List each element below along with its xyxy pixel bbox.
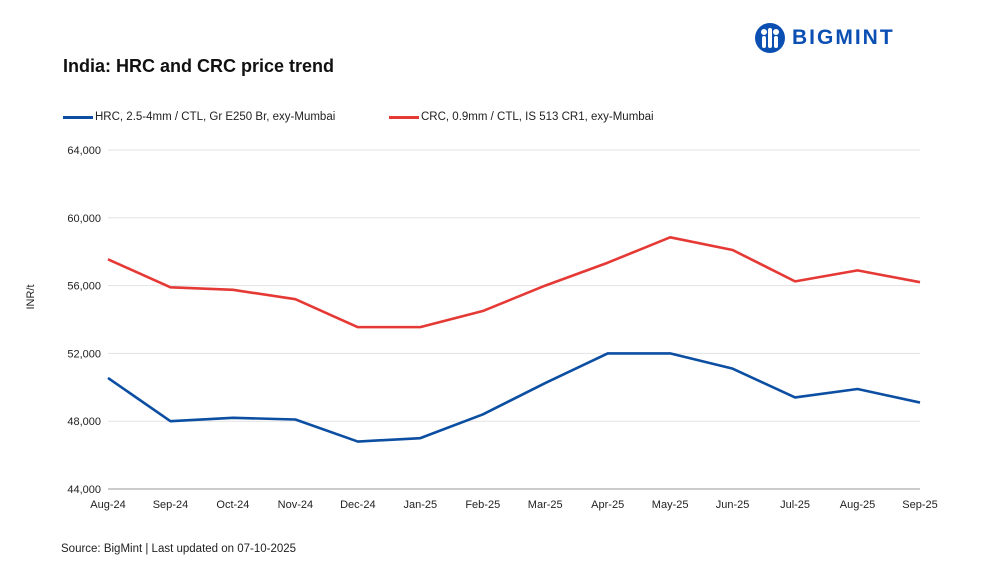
y-tick-label: 52,000 — [67, 348, 101, 360]
x-tick-label: Sep-24 — [153, 499, 188, 511]
y-tick-label: 48,000 — [67, 416, 101, 428]
x-tick-label: Feb-25 — [465, 499, 500, 511]
legend-swatch-crc — [389, 115, 419, 119]
legend-label-crc: CRC, 0.9mm / CTL, IS 513 CR1, exy-Mumbai — [421, 111, 654, 123]
x-tick-label: Oct-24 — [216, 499, 249, 511]
series-line-hrc — [107, 352, 921, 443]
chart-title: India: HRC and CRC price trend — [63, 56, 335, 76]
source-note: Source: BigMint | Last updated on 07-10-… — [61, 543, 297, 555]
x-tick-label: Jun-25 — [716, 499, 750, 511]
x-tick-label: Dec-24 — [340, 499, 375, 511]
legend-item-crc: CRC, 0.9mm / CTL, IS 513 CR1, exy-Mumbai — [389, 111, 654, 123]
x-tick-label: Sep-25 — [902, 499, 937, 511]
y-tick-label: 44,000 — [67, 484, 101, 496]
bigmint-logo-icon — [755, 23, 785, 53]
legend-item-hrc: HRC, 2.5-4mm / CTL, Gr E250 Br, exy-Mumb… — [63, 111, 335, 123]
x-tick-label: Jan-25 — [403, 499, 437, 511]
series-line-crc — [107, 235, 921, 329]
legend-swatch-hrc — [63, 115, 93, 119]
bigmint-logo-text: BIGMINT — [792, 26, 895, 49]
bigmint-logo: BIGMINT — [754, 22, 895, 54]
y-axis-label: INR/t — [25, 284, 37, 309]
y-tick-label: 56,000 — [67, 281, 101, 293]
x-tick-label: Jul-25 — [780, 499, 810, 511]
x-tick-label: Mar-25 — [528, 499, 563, 511]
x-tick-label: Apr-25 — [591, 499, 624, 511]
x-tick-label: Aug-25 — [840, 499, 875, 511]
legend-label-hrc: HRC, 2.5-4mm / CTL, Gr E250 Br, exy-Mumb… — [95, 111, 336, 123]
y-tick-label: 60,000 — [67, 213, 101, 225]
y-tick-label: 64,000 — [67, 145, 101, 157]
x-tick-label: May-25 — [652, 499, 689, 511]
x-tick-label: Nov-24 — [278, 499, 313, 511]
x-tick-label: Aug-24 — [90, 499, 125, 511]
